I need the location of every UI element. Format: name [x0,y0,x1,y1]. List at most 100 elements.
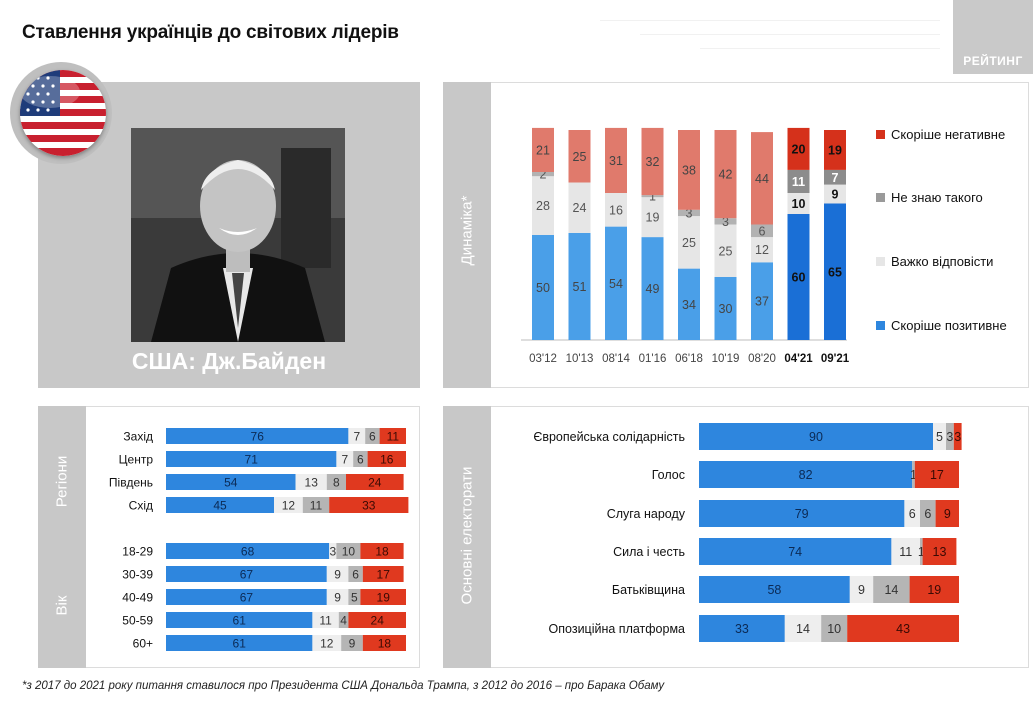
data-label: 5 [936,430,943,444]
bar-segment [849,576,874,603]
bar-segment [751,237,773,263]
data-label: 12 [320,637,334,651]
dynamics-chart: 50 28 2 21 03'12 51 24 25 10'13 54 16 31 08'14 49 19 1 3… [521,127,850,365]
data-label: 76 [251,430,265,444]
data-label: 33 [735,622,749,636]
data-label: 11 [899,545,912,559]
bar-segment [329,543,337,559]
data-label: 42 [719,168,733,182]
legend-label: Не знаю такого [891,190,983,205]
data-label: 16 [380,453,394,467]
data-label: 14 [884,583,898,597]
bar-segment [166,451,337,467]
data-label: 3 [329,545,336,559]
data-label: 17 [930,468,944,482]
data-label: 9 [832,188,839,202]
category-label: 40-49 [122,591,153,605]
data-label: 30 [719,302,733,316]
data-label: 31 [609,154,623,168]
bar-segment [166,428,349,444]
data-label: 9 [349,637,356,651]
data-label: 11 [319,614,332,628]
bar-segment [302,497,330,513]
bar-segment [568,130,591,183]
bar-segment [295,474,327,490]
data-label: 6 [924,507,931,521]
data-label: 58 [767,583,781,597]
bar-segment [787,169,810,193]
data-label: 14 [796,622,810,636]
bar-segment [336,543,361,559]
bar-segment [678,130,700,210]
data-label: 24 [573,201,587,215]
data-label: 10 [827,622,841,636]
footnote: *з 2017 до 2021 року питання ставилося п… [22,680,665,692]
bar-segment [346,474,404,490]
data-label: 7 [341,453,348,467]
bar-segment [714,218,737,225]
bar-segment [912,461,915,488]
us-flag-icon [20,70,106,156]
regions-label: Регіони [53,455,71,508]
bar-segment [605,226,627,340]
legend-positive: Скоріше позитивне [876,318,1007,333]
data-label: 25 [719,244,733,258]
data-label: 11 [792,175,805,189]
bar-segment [641,237,664,340]
decor-line [600,20,940,21]
bar-segment [699,461,913,488]
data-label: 3 [722,215,729,229]
bar-segment [909,576,959,603]
data-label: 45 [213,499,227,513]
data-label: 12 [755,243,769,257]
bar-segment [166,589,327,605]
bar-segment [326,566,349,582]
bar-segment [751,224,773,238]
data-label: 9 [944,507,951,521]
data-label: 11 [310,499,323,513]
leader-photo [131,128,345,342]
legend-label: Скоріше негативне [891,127,1006,142]
data-label: 16 [609,203,623,217]
bar-segment [326,589,349,605]
bar-segment [953,423,962,450]
data-label: 21 [536,143,550,157]
dynamics-label: Динаміка* [458,195,476,266]
data-label: 1 [910,468,917,482]
bar-segment [348,428,366,444]
page-title: Ставлення українців до світових лідерів [22,22,399,43]
tick-label: 10'19 [712,353,740,365]
legend-swatch [876,130,885,139]
bar-segment [312,612,339,628]
bar-segment [699,538,892,565]
bar-segment [532,172,554,177]
category-label: Сила і честь [613,545,685,559]
data-label: 1 [649,190,656,204]
tick-label: 09'21 [821,353,850,365]
legend-hard: Важко відповісти [876,254,993,269]
bar-segment [891,538,920,565]
data-label: 3 [946,430,953,444]
bar-segment [699,615,785,642]
bar-segment [348,566,363,582]
data-label: 18 [378,637,392,651]
legend-label: Важко відповісти [891,254,994,269]
data-label: 19 [646,211,660,225]
bar-segment [341,635,363,651]
tick-label: 08'20 [748,353,776,365]
bar-segment [699,500,905,527]
data-label: 44 [755,172,769,186]
data-label: 9 [334,568,341,582]
data-label: 43 [896,622,910,636]
age-label: Вік [53,595,71,616]
bar-segment [699,576,850,603]
tick-label: 08'14 [602,353,630,365]
data-label: 60 [792,271,806,285]
legend-negative: Скоріше негативне [876,127,1005,142]
bar-segment [348,589,361,605]
bar-segment [920,538,923,565]
bar-segment [532,127,554,172]
category-label: 18-29 [122,545,153,559]
bar-segment [329,497,409,513]
data-label: 71 [245,453,259,467]
